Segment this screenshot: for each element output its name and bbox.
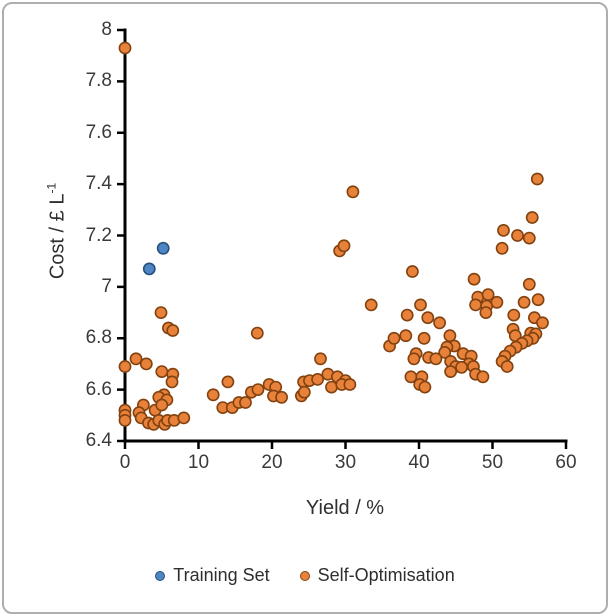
data-point-self-optimisation	[507, 308, 521, 322]
data-point-training-set	[142, 262, 156, 276]
data-point-self-optimisation	[405, 265, 419, 278]
data-point-self-optimisation	[495, 241, 509, 255]
data-point-self-optimisation	[118, 41, 132, 55]
data-point-self-optimisation	[364, 298, 378, 312]
data-point-self-optimisation	[311, 372, 324, 386]
data-point-self-optimisation	[297, 385, 311, 399]
data-point-self-optimisation	[522, 277, 536, 291]
data-point-self-optimisation	[418, 380, 432, 394]
data-point-self-optimisation	[314, 352, 327, 366]
data-point-self-optimisation	[429, 352, 443, 366]
legend-item-self-optimisation: Self-Optimisation	[299, 565, 455, 586]
training-set-marker-icon	[155, 570, 166, 581]
data-point-self-optimisation	[154, 306, 168, 319]
data-point-self-optimisation	[118, 413, 132, 427]
x-tick-label: 50	[481, 452, 504, 473]
legend-label-training-set: Training Set	[173, 565, 270, 585]
data-point-self-optimisation	[250, 326, 264, 340]
y-tick-label: 7.8	[85, 70, 112, 92]
legend: Training Set Self-Optimisation	[0, 565, 610, 586]
data-point-self-optimisation	[421, 311, 435, 325]
data-point-self-optimisation	[531, 293, 545, 307]
y-axis-title-superscript: -1	[44, 182, 59, 194]
data-point-self-optimisation	[155, 365, 169, 378]
x-tick-label: 20	[261, 452, 283, 473]
data-point-self-optimisation	[467, 272, 481, 286]
y-tick-label: 7.4	[85, 173, 112, 195]
y-tick-label: 7	[101, 275, 112, 297]
y-tick-label: 6.8	[85, 327, 112, 349]
data-point-self-optimisation	[536, 316, 549, 330]
data-point-self-optimisation	[275, 390, 288, 404]
data-point-self-optimisation	[343, 378, 357, 391]
data-point-self-optimisation	[325, 380, 338, 394]
y-tick-label: 6.4	[85, 430, 112, 451]
data-point-self-optimisation	[525, 211, 539, 224]
data-point-self-optimisation	[206, 388, 220, 402]
data-point-self-optimisation	[221, 375, 235, 389]
data-point-self-optimisation	[417, 331, 431, 345]
y-tick-label: 6.6	[85, 378, 112, 400]
data-point-self-optimisation	[497, 223, 510, 237]
data-point-self-optimisation	[522, 231, 536, 245]
x-tick-label: 10	[187, 452, 210, 473]
data-point-training-set	[156, 241, 170, 255]
data-point-self-optimisation	[511, 229, 524, 242]
x-tick-label: 30	[334, 452, 357, 473]
data-point-self-optimisation	[438, 345, 452, 359]
y-tick-label: 7.6	[85, 121, 112, 143]
data-point-self-optimisation	[469, 298, 482, 312]
data-point-self-optimisation	[479, 306, 493, 319]
data-point-self-optimisation	[500, 360, 514, 373]
data-point-self-optimisation	[414, 298, 427, 312]
data-point-self-optimisation	[155, 398, 169, 412]
data-point-self-optimisation	[118, 360, 132, 373]
data-point-self-optimisation	[129, 352, 143, 366]
data-point-self-optimisation	[387, 331, 401, 345]
data-point-self-optimisation	[517, 295, 531, 309]
data-point-self-optimisation	[530, 172, 544, 186]
y-axis-title-text: Cost / £ L	[46, 193, 69, 280]
x-tick-label: 40	[408, 452, 430, 473]
x-tick-label: 0	[119, 452, 131, 473]
data-point-self-optimisation	[166, 324, 180, 337]
data-point-self-optimisation	[444, 365, 457, 378]
data-point-self-optimisation	[476, 370, 490, 384]
data-point-self-optimisation	[443, 329, 457, 343]
legend-item-training-set: Training Set	[155, 565, 270, 586]
y-tick-label: 8	[101, 19, 112, 40]
data-point-self-optimisation	[239, 396, 252, 409]
data-point-self-optimisation	[177, 411, 191, 425]
data-point-self-optimisation	[400, 308, 414, 322]
data-point-self-optimisation	[251, 383, 265, 396]
data-point-self-optimisation	[139, 357, 153, 371]
legend-label-self-optimisation: Self-Optimisation	[317, 565, 455, 585]
data-point-self-optimisation	[433, 316, 446, 330]
data-point-self-optimisation	[346, 185, 360, 199]
x-tick-label: 60	[555, 452, 577, 473]
x-axis-title: Yield / %	[305, 497, 385, 519]
y-axis-title: Cost / £ L-1	[45, 183, 70, 279]
data-point-self-optimisation	[407, 352, 421, 366]
data-point-self-optimisation	[399, 329, 413, 343]
self-optimisation-marker-icon	[299, 570, 310, 581]
data-point-self-optimisation	[165, 375, 179, 389]
data-point-self-optimisation	[337, 239, 351, 253]
data-point-self-optimisation	[455, 360, 468, 374]
y-tick-label: 7.2	[85, 224, 112, 246]
